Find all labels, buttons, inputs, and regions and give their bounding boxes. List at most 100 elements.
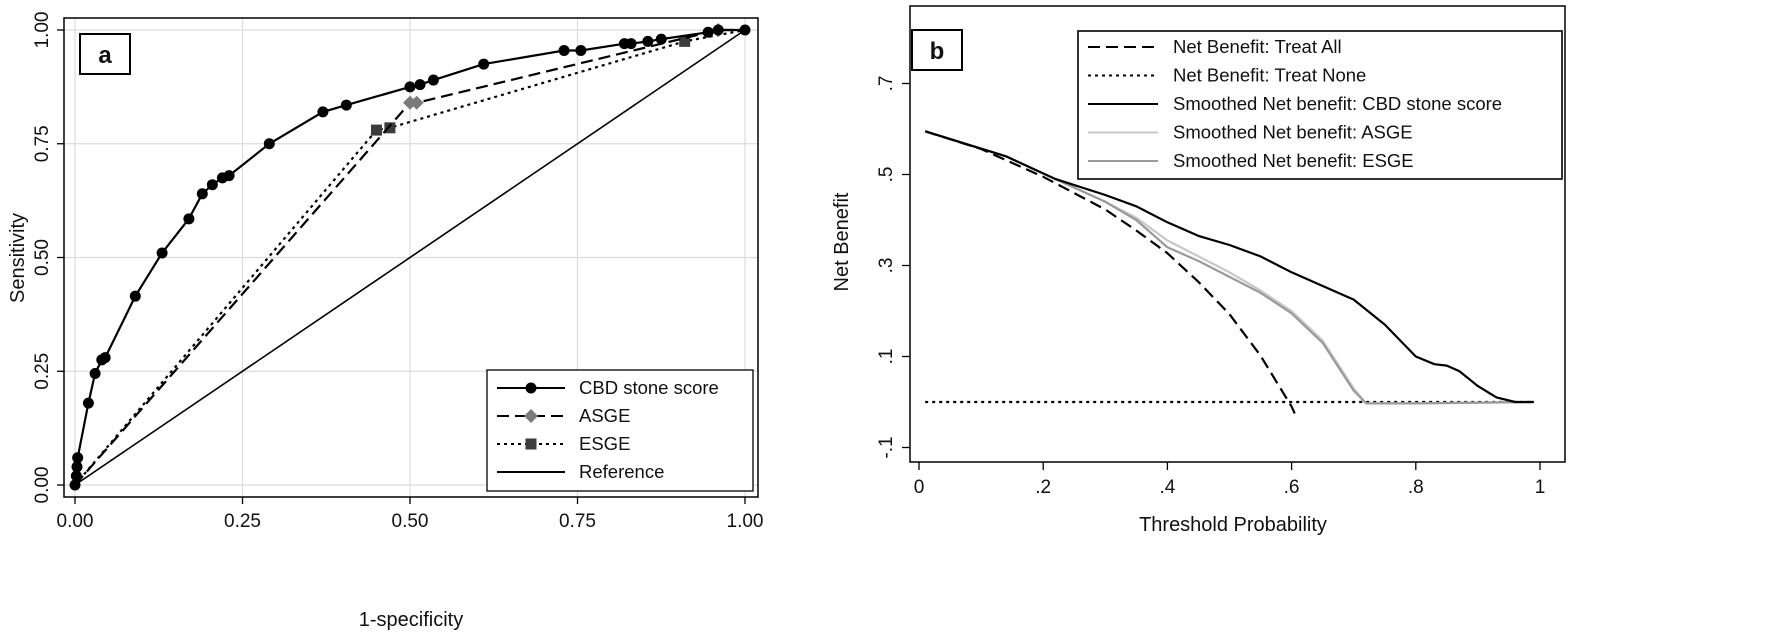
roc-legend: CBD stone score ASGE ESGE Reference <box>486 369 754 492</box>
roc-legend-marker <box>524 409 538 423</box>
roc-data-point <box>409 95 424 110</box>
roc-x-tick-label: 1.00 <box>727 511 764 532</box>
dca-panel-letter-box <box>911 29 963 71</box>
roc-legend-item: ASGE <box>497 405 630 426</box>
dca-legend-box <box>1077 30 1563 180</box>
roc-data-point <box>72 452 84 464</box>
roc-axis-ticks: 0.00 0.25 0.50 0.75 1.00 0.00 0.25 0.50 0.75 1.00 <box>32 12 763 532</box>
roc-data-point <box>642 35 654 47</box>
roc-series-esge <box>74 28 746 486</box>
roc-data-point <box>712 24 724 36</box>
roc-y-tick-label: 0.50 <box>32 239 53 276</box>
dca-legend-item: Smoothed Net benefit: ASGE <box>1088 122 1413 143</box>
dca-x-tick-label: 0 <box>914 477 925 498</box>
roc-x-tick-label: 0.25 <box>224 511 261 532</box>
roc-legend-label: Reference <box>579 461 664 482</box>
roc-data-point <box>371 124 382 136</box>
roc-legend-item: Reference <box>497 461 664 482</box>
roc-data-point <box>69 479 81 491</box>
roc-legend-marker <box>525 438 537 450</box>
dca-ylabel: Net Benefit <box>831 192 853 291</box>
dca-y-tick-label: .1 <box>876 349 897 365</box>
roc-x-tick-label: 0.75 <box>559 511 596 532</box>
roc-legend-item: ESGE <box>497 433 630 454</box>
roc-y-tick-label: 0.75 <box>32 125 53 162</box>
dca-legend-item: Smoothed Net benefit: CBD stone score <box>1088 93 1502 114</box>
dca-y-tick-label: -.1 <box>876 436 897 458</box>
roc-data-point <box>156 247 168 259</box>
roc-legend-item: CBD stone score <box>497 377 719 398</box>
dca-panel: 0 .2 .4 .6 .8 1 -.1 .1 .3 .5 .7 Threshold Probabil… <box>831 5 1566 536</box>
dca-legend-label: Net Benefit: Treat All <box>1173 36 1342 57</box>
roc-ylabel: Sensitivity <box>7 213 29 303</box>
roc-data-point <box>129 290 141 302</box>
dca-panel-letter: b <box>930 38 945 65</box>
roc-y-tick-label: 1.00 <box>32 12 53 49</box>
dca-legend-item: Net Benefit: Treat All <box>1088 36 1342 57</box>
roc-data-point <box>71 461 83 473</box>
dca-legend-label: Smoothed Net benefit: ESGE <box>1173 150 1414 171</box>
dca-legend-item: Net Benefit: Treat None <box>1088 65 1366 86</box>
roc-data-point <box>558 44 570 56</box>
roc-data-point <box>223 170 235 182</box>
roc-legend-marker <box>525 382 537 394</box>
dca-y-tick-label: .3 <box>876 258 897 274</box>
roc-series-cbd-stone-score <box>69 24 751 491</box>
dca-legend-label: Smoothed Net benefit: CBD stone score <box>1173 93 1502 114</box>
roc-data-point <box>739 24 751 36</box>
dca-series-net-benefit-treat-all <box>924 130 1296 414</box>
roc-panel-letter-box <box>79 33 131 75</box>
dca-x-tick-label: .2 <box>1035 477 1051 498</box>
roc-data-point <box>70 470 82 482</box>
roc-legend-label: CBD stone score <box>579 377 719 398</box>
roc-data-point <box>317 106 329 118</box>
roc-data-point <box>625 38 637 50</box>
roc-y-tick-label: 0.00 <box>32 467 53 504</box>
roc-data-point <box>196 188 208 200</box>
dca-series-layer <box>924 130 1534 414</box>
roc-panel-letter: a <box>98 42 112 69</box>
dca-legend: Net Benefit: Treat All Net Benefit: Treat… <box>1077 30 1563 180</box>
roc-data-point <box>183 213 195 225</box>
dca-legend-label: Smoothed Net benefit: ASGE <box>1173 122 1413 143</box>
roc-data-point <box>702 26 714 38</box>
dca-xlabel: Threshold Probability <box>1139 514 1327 536</box>
roc-data-point <box>99 352 111 364</box>
roc-data-point <box>206 179 218 191</box>
roc-data-point <box>89 368 101 380</box>
roc-data-point <box>655 33 667 45</box>
roc-series-layer <box>69 23 751 491</box>
roc-data-point <box>384 122 396 134</box>
dca-y-tick-label: .5 <box>876 167 897 183</box>
roc-data-point <box>427 74 439 86</box>
dca-y-tick-label: .7 <box>876 76 897 92</box>
roc-xlabel: 1-specificity <box>359 609 463 631</box>
roc-data-point <box>340 99 352 111</box>
dca-x-tick-label: .8 <box>1408 477 1424 498</box>
roc-data-point <box>478 58 490 70</box>
roc-x-tick-label: 0.00 <box>57 511 94 532</box>
roc-data-point <box>575 44 587 56</box>
roc-legend-label: ASGE <box>579 405 630 426</box>
dca-x-tick-label: .6 <box>1284 477 1300 498</box>
dca-x-tick-label: .4 <box>1159 477 1175 498</box>
dca-x-tick-label: 1 <box>1535 477 1546 498</box>
dca-plot-frame <box>909 5 1566 463</box>
roc-data-point <box>82 397 94 409</box>
roc-data-point <box>404 81 416 93</box>
dca-axis-ticks: 0 .2 .4 .6 .8 1 -.1 .1 .3 .5 .7 <box>876 76 1545 498</box>
dca-series-smoothed-net-benefit-esge <box>924 130 1534 405</box>
dca-series-smoothed-net-benefit-cbd-stone-score <box>924 130 1534 404</box>
roc-legend-label: ESGE <box>579 433 630 454</box>
roc-data-point <box>679 35 691 47</box>
roc-data-point <box>263 138 275 150</box>
roc-panel: 0.00 0.25 0.50 0.75 1.00 0.00 0.25 0.50 0.75 1.00… <box>7 12 763 631</box>
roc-series-line <box>74 28 746 486</box>
roc-x-tick-label: 0.50 <box>392 511 429 532</box>
roc-y-tick-label: 0.25 <box>32 353 53 390</box>
dca-legend-label: Net Benefit: Treat None <box>1173 65 1366 86</box>
roc-series-line <box>74 29 746 486</box>
roc-series-reference <box>74 29 746 486</box>
dca-legend-item: Smoothed Net benefit: ESGE <box>1088 150 1414 171</box>
